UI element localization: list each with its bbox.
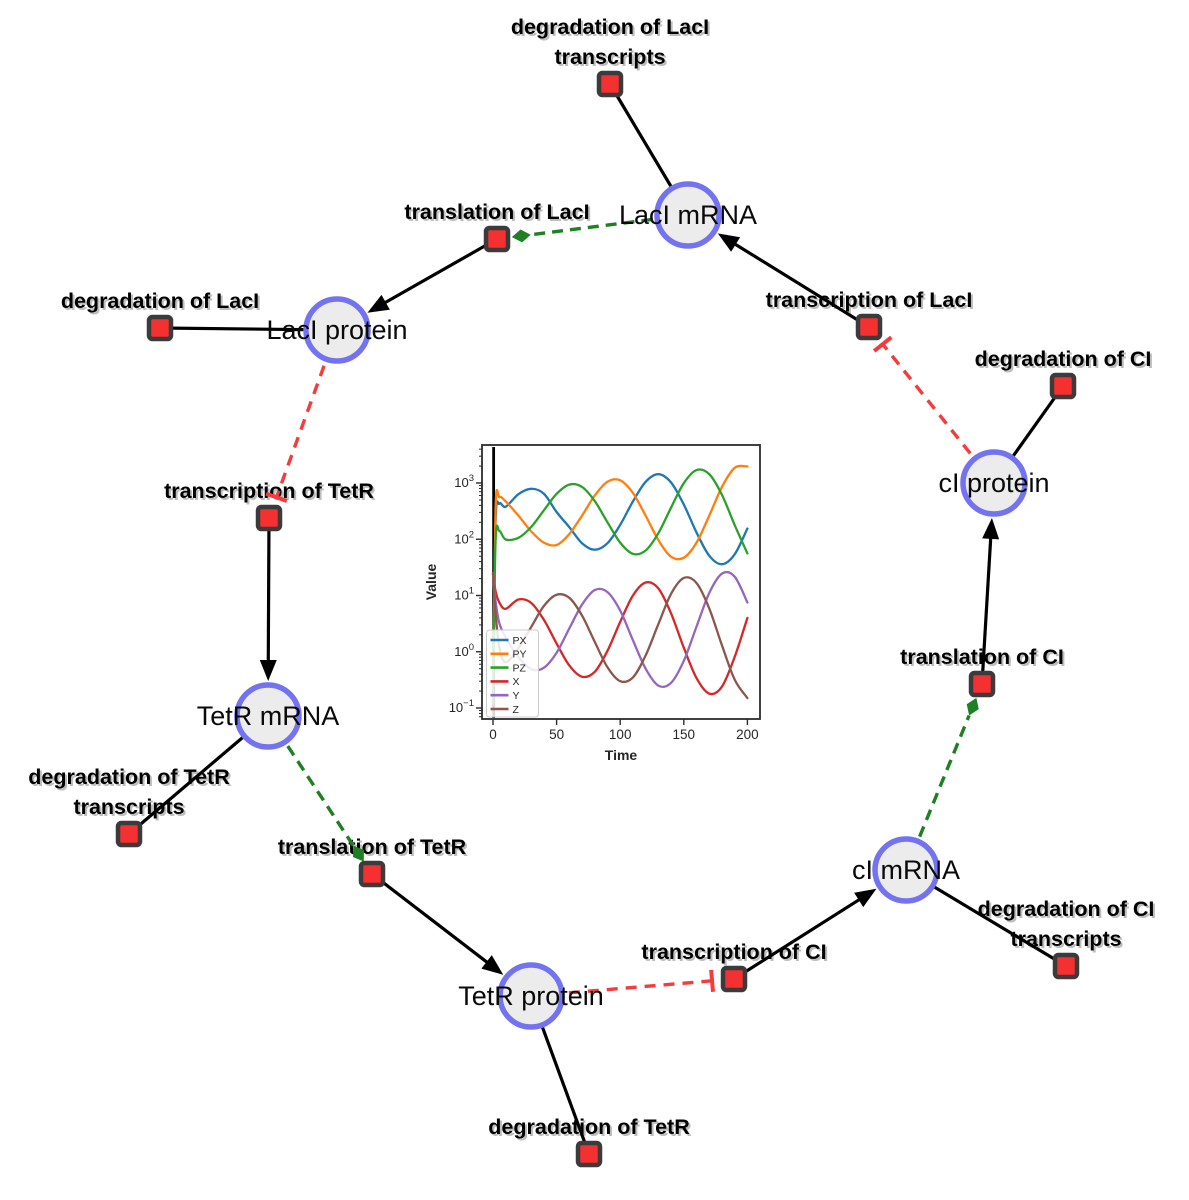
edge-laci-mrna-translation-laci-diamond <box>511 229 531 243</box>
reaction-label-shadow: degradation of LacI <box>63 291 261 315</box>
species-node-ci-protein[interactable] <box>960 449 1028 517</box>
edge-laci-protein-transcription-tetr-tbar <box>265 491 288 503</box>
reaction-label-deg-tetr: degradation of TetR <box>488 1115 690 1139</box>
legend-label-PZ: PZ <box>513 662 527 674</box>
reaction-labels: degradation of LacI degradation of LacI tr… <box>28 15 1156 1141</box>
series-X <box>491 571 749 696</box>
x-tick-label: 0 <box>489 727 497 742</box>
edge-translation-laci-laci-protein-arrowhead <box>367 294 390 313</box>
reaction-node-transcription-ci[interactable] <box>720 965 748 993</box>
reaction-label-deg-ci-transcripts: degradation of CI <box>978 897 1155 921</box>
edge-translation-ci-ci-protein <box>980 533 993 685</box>
edge-ci-mrna-translation-ci-diamond <box>966 697 979 716</box>
reaction-label-shadow: transcripts <box>1012 929 1123 953</box>
reaction-label-shadow: degradation of CI <box>980 899 1157 923</box>
reaction-label-translation-laci: translation of LacI <box>404 200 589 224</box>
edge-transcription-ci-ci-mrna-arrowhead <box>854 888 877 908</box>
x-tick-label: 200 <box>736 727 759 742</box>
legend-label-Y: Y <box>513 690 520 702</box>
y-tick-label: 100 <box>454 642 474 659</box>
reaction-label-shadow: transcription of TetR <box>166 481 376 505</box>
edge-transcription-laci-laci-mrna-arrowhead <box>717 233 741 252</box>
y-tick-label: 103 <box>454 473 474 490</box>
reaction-label-shadow: transcription of LacI <box>768 290 975 314</box>
edge-transcription-ci-ci-mrna <box>733 895 864 981</box>
species-node-tetr-mrna[interactable] <box>234 682 302 750</box>
reaction-node-deg-tetr[interactable] <box>575 1140 603 1168</box>
reaction-label-shadow: translation of LacI <box>406 202 591 226</box>
reaction-node-deg-ci-transcripts[interactable] <box>1052 952 1080 980</box>
reaction-node-translation-tetr[interactable] <box>358 860 386 888</box>
y-tick-label: 10−1 <box>449 698 474 715</box>
species-label-laci-mrna: LacI mRNA <box>619 200 757 230</box>
reaction-label-transcription-ci: transcription of CI <box>641 940 826 964</box>
series-PY <box>491 464 749 705</box>
reaction-label-translation-tetr: translation of TetR <box>278 835 467 859</box>
x-tick-label: 150 <box>673 727 696 742</box>
reaction-label-shadow: degradation of TetR <box>490 1117 692 1141</box>
y-axis-label: Value <box>423 564 439 601</box>
reaction-label-shadow: transcription of CI <box>643 942 828 966</box>
species-node-laci-mrna[interactable] <box>654 181 722 249</box>
reaction-label-deg-ci: degradation of CI <box>975 347 1152 371</box>
reaction-node-translation-laci[interactable] <box>483 225 511 253</box>
species-node-laci-protein[interactable] <box>303 296 371 364</box>
edge-transcription-laci-laci-mrna <box>730 240 870 329</box>
reaction-node-deg-tetr-transcripts[interactable] <box>115 820 143 848</box>
reaction-label-transcription-tetr: transcription of TetR <box>164 479 374 503</box>
species-label-tetr-mrna: TetR mRNA <box>197 701 340 731</box>
reaction-label-shadow: degradation of CI <box>977 349 1154 373</box>
edge-translation-tetr-tetr-protein <box>371 872 492 967</box>
series-curves <box>491 464 749 705</box>
reaction-label-deg-ci-transcripts: transcripts <box>1010 927 1121 951</box>
reaction-label-transcription-laci: transcription of LacI <box>766 288 973 312</box>
edge-translation-ci-ci-protein-arrowhead <box>982 517 1000 540</box>
reaction-node-deg-laci-transcripts[interactable] <box>596 70 624 98</box>
legend-label-PX: PX <box>513 635 527 647</box>
series-PZ <box>491 468 749 705</box>
reaction-label-deg-tetr-transcripts: degradation of TetR <box>28 765 230 789</box>
legend-label-X: X <box>513 676 520 688</box>
species-labels: LacI mRNA LacI protein TetR mRNA TetR prote… <box>197 200 1050 1011</box>
reaction-label-deg-tetr-transcripts: transcripts <box>73 795 184 819</box>
reaction-label-deg-laci-transcripts: degradation of LacI <box>511 15 709 39</box>
reaction-node-transcription-laci[interactable] <box>855 313 883 341</box>
legend-label-PY: PY <box>513 649 527 661</box>
edge-transcription-tetr-tetr-mrna <box>266 517 271 666</box>
species-label-tetr-protein: TetR protein <box>458 981 604 1011</box>
edge-ci-protein-transcription-laci-tbar <box>872 335 893 353</box>
reaction-label-deg-laci-transcripts: transcripts <box>554 45 665 69</box>
edge-translation-laci-laci-protein <box>380 237 498 307</box>
species-node-tetr-protein[interactable] <box>497 962 565 1030</box>
y-tick-label: 102 <box>454 529 474 546</box>
reaction-node-transcription-tetr[interactable] <box>255 504 283 532</box>
reaction-label-shadow: translation of TetR <box>280 837 469 861</box>
reaction-label-shadow: degradation of TetR <box>30 767 232 791</box>
y-tick-label: 101 <box>454 586 474 603</box>
species-label-ci-mrna: cI mRNA <box>852 855 960 885</box>
reaction-node-deg-ci[interactable] <box>1049 372 1077 400</box>
x-tick-label: 100 <box>609 727 632 742</box>
x-tick-label: 50 <box>549 727 564 742</box>
reaction-node-deg-laci[interactable] <box>146 314 174 342</box>
nodes-layer <box>115 70 1080 1168</box>
reaction-label-deg-laci: degradation of LacI <box>61 289 259 313</box>
edge-transcription-tetr-tetr-mrna-arrowhead <box>259 659 277 682</box>
reaction-label-shadow: degradation of LacI <box>513 17 711 41</box>
species-node-ci-mrna[interactable] <box>872 836 940 904</box>
plot-frame <box>481 444 761 720</box>
edge-tetr-mrna-translation-tetr-diamond <box>353 845 364 862</box>
legend-label-Z: Z <box>513 704 520 716</box>
x-axis-label: Time <box>605 747 638 763</box>
reaction-label-shadow: transcripts <box>556 47 667 71</box>
edge-tetr-protein-transcription-ci-tbar <box>709 969 715 992</box>
species-label-laci-protein: LacI protein <box>266 315 407 345</box>
species-label-ci-protein: cI protein <box>938 468 1049 498</box>
reaction-node-translation-ci[interactable] <box>968 670 996 698</box>
edge-translation-tetr-tetr-protein-arrowhead <box>481 955 504 975</box>
